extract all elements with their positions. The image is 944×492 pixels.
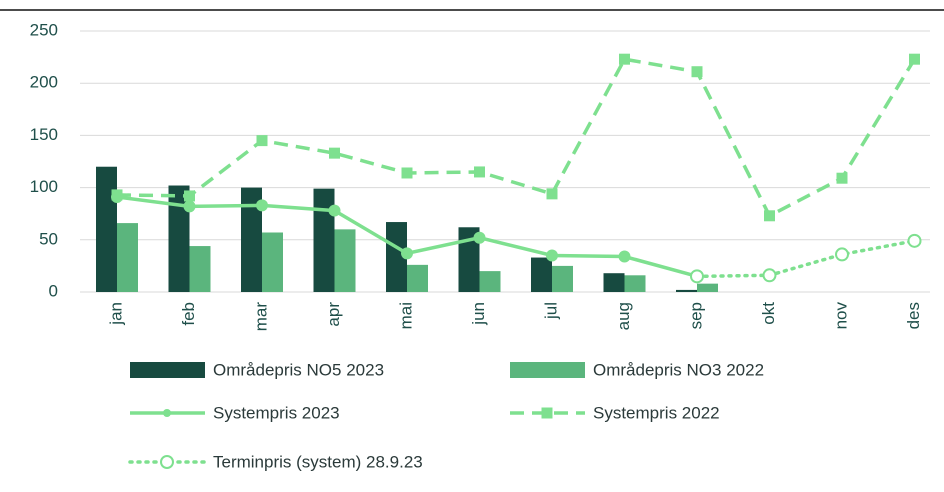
marker: [474, 166, 485, 178]
marker: [328, 204, 341, 217]
bar: [241, 187, 262, 292]
y-tick-label: 0: [49, 281, 58, 300]
marker: [619, 53, 630, 65]
x-tick-label: mai: [396, 302, 415, 329]
legend-swatch: [510, 362, 585, 378]
legend-label: Områdepris NO3 2022: [593, 360, 764, 379]
bar: [676, 289, 697, 292]
x-tick-label: jul: [541, 302, 560, 320]
marker: [618, 250, 631, 263]
x-tick-label: aug: [614, 302, 633, 330]
bar: [552, 265, 573, 292]
marker: [907, 233, 922, 248]
legend-marker: [160, 455, 174, 469]
marker: [546, 249, 558, 262]
legend-label: Systempris 2022: [593, 403, 720, 422]
bar: [531, 257, 552, 292]
bar: [334, 229, 356, 292]
y-tick-label: 200: [30, 73, 58, 92]
marker: [256, 135, 268, 147]
marker: [764, 210, 775, 222]
legend-marker: [163, 409, 171, 417]
bar: [262, 232, 283, 292]
marker: [473, 231, 486, 244]
bar: [96, 166, 117, 292]
marker: [546, 188, 558, 200]
line: [116, 57, 916, 219]
marker: [762, 268, 777, 283]
marker: [401, 247, 413, 260]
x-tick-label: nov: [831, 302, 850, 330]
legend-marker: [541, 407, 553, 419]
x-tick-label: feb: [179, 302, 198, 326]
x-tick-label: jan: [106, 302, 125, 326]
x-tick-label: okt: [759, 302, 778, 325]
bar: [386, 222, 407, 292]
bar: [407, 264, 428, 292]
marker: [836, 172, 848, 184]
marker: [401, 167, 413, 179]
y-tick-label: 50: [39, 229, 58, 248]
marker: [329, 147, 340, 159]
bar: [603, 273, 625, 292]
marker: [256, 199, 268, 212]
bar: [458, 227, 480, 292]
marker: [690, 269, 704, 284]
bar: [117, 223, 138, 292]
legend-label: Systempris 2023: [213, 403, 340, 422]
legend-swatch: [130, 362, 205, 378]
bar: [313, 188, 335, 292]
x-tick-label: sep: [686, 302, 705, 329]
y-tick-label: 100: [30, 177, 58, 196]
bar: [479, 271, 501, 292]
marker: [183, 200, 196, 213]
x-tick-label: jun: [469, 302, 488, 326]
marker: [184, 190, 195, 202]
x-tick-label: des: [904, 302, 923, 329]
marker: [835, 247, 849, 262]
bar: [624, 275, 646, 292]
bar: [697, 283, 718, 292]
marker: [691, 66, 703, 78]
x-tick-label: apr: [324, 302, 343, 327]
legend-label: Områdepris NO5 2023: [213, 360, 384, 379]
legend-label: Terminpris (system) 28.9.23: [213, 452, 423, 471]
bar: [189, 246, 211, 292]
bar: [168, 185, 190, 292]
marker: [111, 189, 123, 201]
line: [695, 239, 917, 279]
y-tick-label: 250: [30, 20, 58, 39]
y-tick-label: 150: [30, 125, 58, 144]
marker: [909, 53, 920, 65]
x-tick-label: mar: [251, 302, 270, 332]
